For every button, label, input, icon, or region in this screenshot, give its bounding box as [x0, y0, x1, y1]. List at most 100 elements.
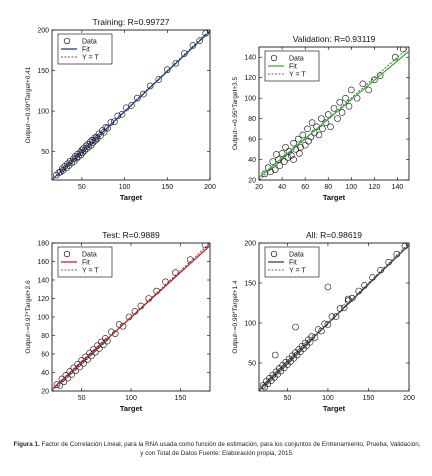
data-point [297, 143, 304, 151]
x-tick-label: 100 [345, 184, 357, 191]
data-point [319, 125, 326, 133]
chart-1: Validation: R=0.93119 20 40 60 80 100 120 140 20… [232, 34, 410, 202]
data-point [196, 37, 204, 44]
data-point [371, 76, 378, 84]
data-point [140, 90, 147, 98]
data-point [290, 139, 297, 147]
x-tick-label: 120 [369, 184, 381, 191]
data-point [290, 156, 297, 163]
y-tick-label: 100 [244, 321, 256, 328]
x-axis-label: Target [323, 193, 346, 202]
y-tick-label: 60 [41, 352, 49, 359]
y-tick-label: 200 [37, 28, 49, 35]
data-point [305, 137, 312, 145]
data-point [163, 66, 171, 74]
x-tick-label: 100 [125, 395, 137, 402]
data-point [342, 94, 349, 102]
data-point [100, 128, 108, 136]
y-axis-label: Output~=0.97*Target+2.6 [25, 280, 32, 354]
chart-2: Test: R=0.9889 50 100 150 20 40 60 80 100 120 140 1… [25, 230, 211, 413]
data-point [52, 171, 60, 179]
legend-fit-label: Fit [289, 260, 297, 267]
y-axis-label: Output~=0.98*Target+1.4 [232, 280, 239, 354]
data-point [269, 158, 277, 165]
fit-line [259, 244, 409, 391]
legend-identity-label: Y = T [82, 268, 99, 275]
legend-fit-label: Fit [289, 64, 297, 71]
legend-box [264, 50, 320, 82]
data-point [261, 170, 269, 178]
y-tick-label: 140 [37, 278, 49, 285]
data-point [278, 150, 286, 157]
chart-0: Training: R=0.99727 50 100 150 200 50 100 150 20… [25, 17, 216, 202]
data-point [285, 148, 293, 155]
y-tick-label: 100 [244, 96, 256, 103]
y-axis-label: Output~=0.95*Target+3.5 [232, 77, 239, 151]
data-point [348, 86, 355, 94]
legend-data-marker [270, 250, 278, 258]
data-point [87, 138, 94, 146]
legend-data-marker [63, 37, 71, 45]
identity-line [52, 243, 210, 391]
x-tick-label: 100 [119, 184, 131, 191]
data-point [322, 119, 330, 127]
data-point [146, 82, 154, 90]
fit-line [259, 50, 409, 178]
data-point [318, 327, 325, 335]
legend-fit-label: Fit [82, 47, 90, 54]
x-tick-label: 200 [403, 395, 415, 402]
data-point [324, 321, 332, 328]
data-point [301, 141, 309, 149]
chart-title: Training: R=0.99727 [93, 17, 170, 27]
x-tick-label: 40 [278, 184, 286, 191]
data-point [89, 139, 97, 147]
legend-data-marker [270, 54, 278, 62]
data-point [64, 160, 71, 168]
data-point [81, 147, 88, 155]
y-tick-label: 120 [244, 75, 256, 82]
x-tick-label: 150 [363, 395, 375, 402]
data-point [65, 162, 73, 169]
y-tick-label: 200 [244, 241, 256, 248]
data-point [53, 381, 61, 388]
data-point [304, 125, 311, 133]
data-point [104, 124, 111, 132]
x-tick-label: 20 [255, 184, 263, 191]
data-point [365, 86, 372, 94]
data-point [128, 102, 135, 109]
x-tick-label: 140 [392, 184, 404, 191]
data-point [186, 256, 194, 263]
y-tick-label: 180 [37, 241, 49, 248]
data-point [63, 164, 70, 172]
data-point [66, 158, 74, 165]
data-point [332, 313, 340, 320]
data-point [359, 80, 367, 88]
data-point [155, 76, 163, 83]
y-tick-label: 80 [248, 116, 256, 123]
legend-identity-label: Y = T [289, 268, 306, 275]
y-tick-label: 120 [37, 296, 49, 303]
data-point [327, 123, 334, 131]
data-point [391, 53, 399, 61]
caption-lead: Figura 1. [13, 441, 40, 448]
y-tick-label: 20 [41, 389, 49, 396]
data-point [83, 145, 91, 152]
data-point [281, 158, 288, 165]
fit-line [52, 30, 210, 180]
data-point [336, 98, 344, 106]
x-tick-label: 200 [204, 184, 216, 191]
data-point [271, 351, 279, 359]
chart-title: Validation: R=0.93119 [293, 34, 376, 44]
data-point [79, 149, 87, 156]
y-tick-label: 50 [41, 149, 49, 156]
data-point [282, 143, 289, 151]
legend-fit-label: Fit [82, 260, 90, 267]
y-tick-label: 40 [248, 157, 256, 164]
data-point [288, 152, 295, 159]
x-tick-label: 50 [283, 395, 291, 402]
legend-data-label: Data [289, 252, 304, 259]
data-point [338, 109, 346, 116]
y-tick-label: 20 [248, 178, 256, 185]
